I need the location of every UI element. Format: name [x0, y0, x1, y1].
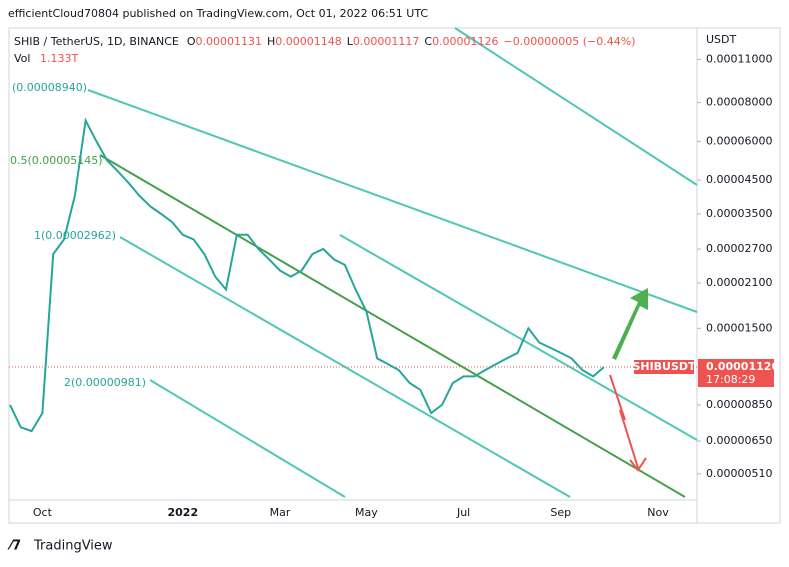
chart-frame [8, 27, 781, 524]
channel-line [454, 27, 698, 186]
symbol-tag-text: SHIBUSDT [632, 360, 696, 373]
x-tick-label: May [355, 506, 378, 519]
y-tick-label: 0.00008000 [706, 96, 772, 109]
median-line [99, 154, 686, 498]
arrow-head [629, 457, 647, 472]
y-tick-label: 0.00001500 [706, 321, 772, 334]
annotation: 0.5(0.00005145) [10, 154, 103, 167]
price-tag-countdown: 17:08:29 [706, 373, 755, 386]
channel-line [339, 234, 698, 441]
x-tick-label: Mar [270, 506, 291, 519]
price-tag-price: 0.00001126 [706, 360, 779, 373]
footer: TradingView [33, 539, 113, 554]
footer-logo: ⁄7 [7, 539, 21, 554]
price-tag [698, 359, 774, 387]
ohlc-value: 0.00001131 [196, 35, 262, 48]
annotation: 2(0.00000981) [64, 376, 146, 389]
volume-value: 1.133T [40, 52, 78, 65]
price-line-series [9, 117, 605, 433]
y-tick-label: 0.00011000 [706, 53, 772, 66]
header: efficientCloud70804 published on Trading… [8, 7, 428, 20]
ohlc-value: 0.00001148 [275, 35, 341, 48]
y-tick-label: 0.00000510 [706, 467, 772, 480]
y-tick-label: 0.00004500 [706, 173, 772, 186]
x-tick-label: 2022 [167, 506, 198, 519]
channel-line [87, 89, 698, 313]
ohlc-label: H [267, 35, 275, 48]
x-tick-label: Oct [33, 506, 53, 519]
ohlc-label: C [424, 35, 432, 48]
y-tick-label: 0.00002700 [706, 242, 772, 255]
ohlc: O 0.00001131 H 0.00001148 L 0.00001117 C 0.0000… [187, 35, 636, 48]
symbol-tag [634, 360, 694, 374]
legend-series: SHIB / TetherUS, 1D, BINANCE [14, 35, 179, 48]
ohlc-value: 0.00001126 [432, 35, 498, 48]
ohlc-value: 0.00001117 [353, 35, 419, 48]
volume-label: Vol [14, 52, 30, 65]
y-tick-label: 0.00006000 [706, 134, 772, 147]
x-tick-label: Nov [647, 506, 669, 519]
annotation: 1(0.00002962) [34, 229, 116, 242]
channel-line [149, 379, 346, 498]
y-tick-label: 0.00000650 [706, 434, 772, 447]
annotation: (0.00008940) [12, 81, 87, 94]
up-arrow [612, 288, 648, 360]
down-arrow [609, 374, 639, 469]
y-tick-label: 0.00002100 [706, 276, 772, 289]
channels [87, 27, 698, 498]
change: −0.00000005 (−0.44%) [504, 35, 636, 48]
y-tick-label: 0.00000850 [706, 398, 772, 411]
y-tick-label: 0.00003500 [706, 207, 772, 220]
x-tick-label: Sep [550, 506, 571, 519]
ohlc-label: L [347, 35, 354, 48]
x-tick-label: Jul [456, 506, 470, 519]
y-unit: USDT [706, 33, 737, 46]
ohlc-label: O [187, 35, 196, 48]
